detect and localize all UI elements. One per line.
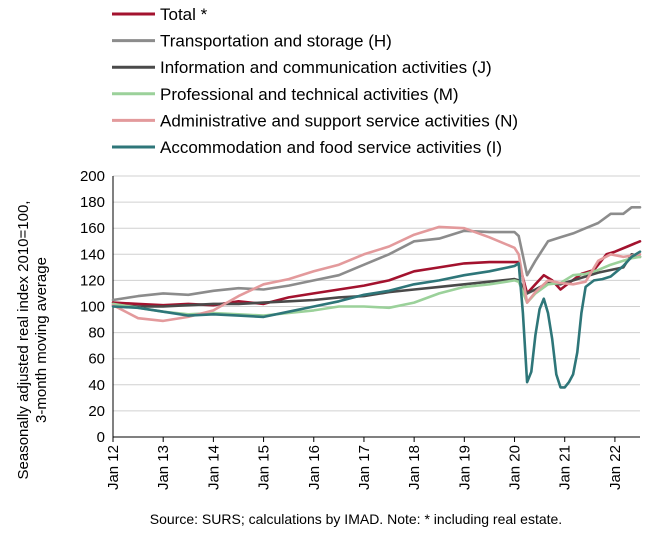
x-tick-label: Jan 18 (406, 445, 423, 490)
y-tick-label: 140 (80, 246, 105, 263)
series-line-administrative-and-support-service-activities-n (111, 225, 642, 323)
y-tick-label: 180 (80, 194, 105, 211)
x-tick-label: Jan 20 (507, 445, 524, 490)
legend-label-information-and-communication-activities-j: Information and communication activities… (160, 58, 492, 77)
y-tick-label: 20 (88, 403, 105, 420)
x-tick-label: Jan 22 (607, 445, 624, 490)
legend-label-accommodation-and-food-service-activities-i: Accommodation and food service activitie… (160, 138, 502, 157)
y-tick-label: 100 (80, 299, 105, 316)
legend-label-professional-and-technical-activities-m: Professional and technical activities (M… (160, 85, 459, 104)
y-tick-label: 120 (80, 272, 105, 289)
y-axis: 0 20 40 60 80 100 120 140 160 180 200 (80, 168, 105, 446)
legend-label-transportation-and-storage-h: Transportation and storage (H) (160, 32, 392, 51)
y-axis-title: Seasonally adjusted real index 2010=100, (15, 201, 32, 480)
y-tick-label: 60 (88, 351, 105, 368)
x-tick-label: Jan 21 (557, 445, 574, 490)
plot-area (111, 206, 642, 389)
y-tick-label: 80 (88, 325, 105, 342)
x-tick-label: Jan 19 (456, 445, 473, 490)
series-line-accommodation-and-food-service-activities-i (111, 250, 642, 389)
x-tick-label: Jan 13 (155, 445, 172, 490)
legend: Total * Transportation and storage (H) Inf… (112, 5, 518, 157)
x-tick-label: Jan 17 (356, 445, 373, 490)
legend-label-total: Total * (160, 5, 208, 24)
y-tick-label: 160 (80, 220, 105, 237)
x-tick-label: Jan 14 (205, 445, 222, 490)
x-tick-label: Jan 12 (105, 445, 122, 490)
x-tick-label: Jan 16 (306, 445, 323, 490)
y-tick-label: 0 (97, 429, 105, 446)
x-tick-label: Jan 15 (256, 445, 273, 490)
y-tick-label: 200 (80, 168, 105, 185)
legend-label-administrative-and-support-service-activities-n: Administrative and support service activ… (160, 111, 518, 130)
source-note: Source: SURS; calculations by IMAD. Note… (150, 511, 562, 527)
series-line-transportation-and-storage-h (111, 206, 642, 302)
x-axis: Jan 12 Jan 13 Jan 14 Jan 15 Jan 16 Jan 17 Jan … (105, 437, 624, 490)
y-tick-label: 40 (88, 377, 105, 394)
y-axis-title-line2: 3-month moving average (33, 257, 50, 423)
